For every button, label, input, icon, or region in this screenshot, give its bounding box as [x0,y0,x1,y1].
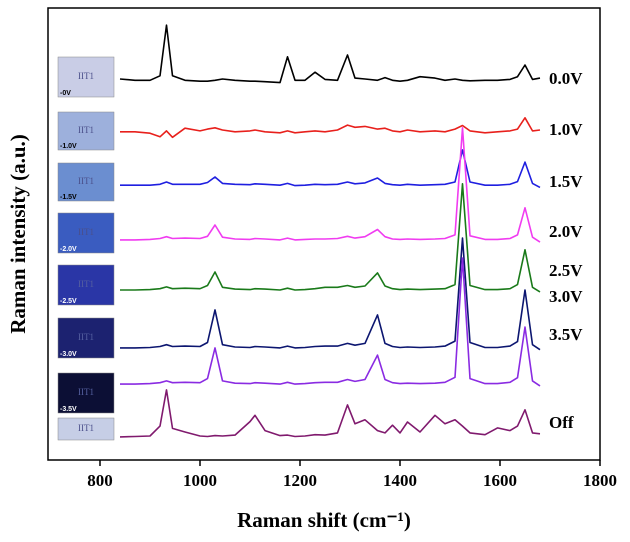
inset-caption: -3.0V [60,351,77,358]
inset-caption: -1.0V [60,143,77,150]
inset-caption: -0V [60,90,71,97]
inset-photo: IIT1 -0V [57,56,115,98]
inset-photo: IIT1 -2.0V [57,212,115,254]
inset-text: IIT1 [78,423,94,433]
inset-caption: -2.5V [60,298,77,305]
x-tick-label: 1200 [283,471,317,490]
inset-image [57,111,115,151]
x-tick-label: 800 [87,471,113,490]
inset-image [57,372,115,414]
inset-photo: IIT1 -1.0V [57,111,115,151]
inset-caption: -2.0V [60,246,77,253]
inset-photo: IIT1 -3.0V [57,317,115,359]
series-label: 1.0V [549,120,583,139]
plot-frame [47,7,601,461]
inset-text: IIT1 [78,176,94,186]
inset-photo: IIT1 -3.5V [57,372,115,414]
spectrum-line [119,24,541,84]
inset-image [57,162,115,202]
inset-image [57,317,115,359]
series-label: 0.0V [549,69,583,88]
x-tick-label: 1800 [583,471,617,490]
inset-text: IIT1 [78,71,94,81]
series-label: Off [549,413,574,432]
inset-text: IIT1 [78,279,94,289]
inset-text: IIT1 [78,125,94,135]
inset-text: IIT1 [78,387,94,397]
spectrum-line [119,389,541,438]
inset-text: IIT1 [78,332,94,342]
inset-photo: IIT1 [57,417,115,441]
inset-image [57,56,115,98]
x-tick-label: 1600 [483,471,517,490]
spectrum-line [120,149,541,189]
series-label: 1.5V [549,172,583,191]
inset-caption: -1.5V [60,194,77,201]
spectrum-line [120,127,541,243]
x-tick-label: 1000 [183,471,217,490]
y-axis-label: Raman intensity (a.u.) [6,134,30,334]
inset-image [57,212,115,254]
inset-text: IIT1 [78,227,94,237]
spectrum-line [120,117,541,139]
inset-caption: -3.5V [60,406,77,413]
inset-photo: IIT1 -2.5V [57,264,115,306]
inset-image [57,264,115,306]
series-label: 2.0V [549,222,583,241]
series-label: 2.5V [549,261,583,280]
spectrum-line [120,257,541,387]
series-label: 3.5V [549,325,583,344]
spectrum-line [120,183,541,293]
series-label: 3.0V [549,287,583,306]
x-axis-label: Raman shift (cm⁻¹) [237,508,411,532]
inset-photo: IIT1 -1.5V [57,162,115,202]
inset-image [57,417,115,441]
x-tick-label: 1400 [383,471,417,490]
spectrum-line [120,237,541,351]
